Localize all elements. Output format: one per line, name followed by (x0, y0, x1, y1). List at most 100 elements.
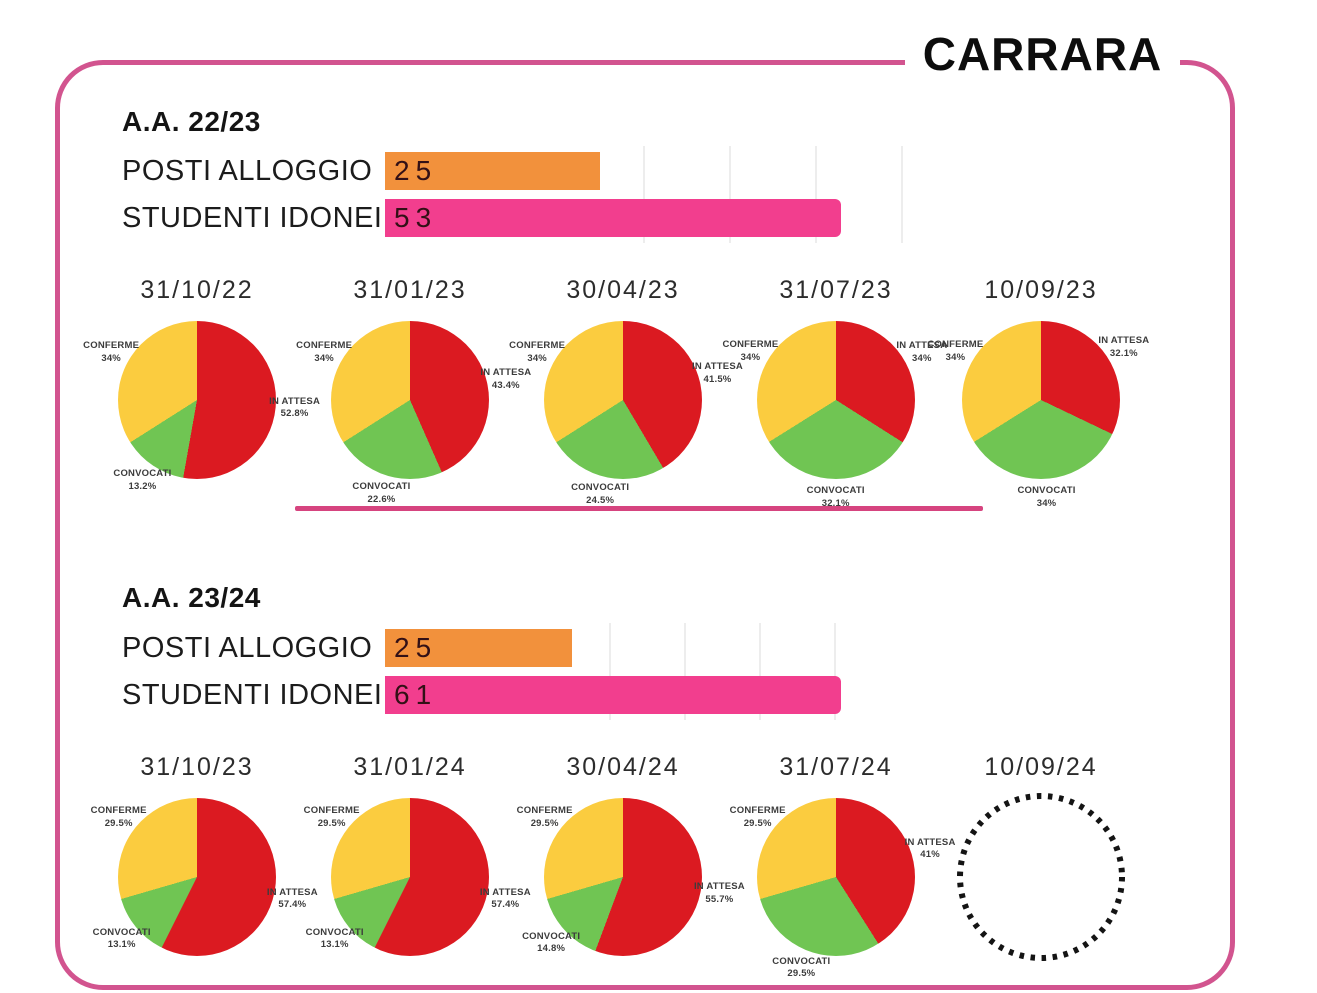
pie-chart (757, 321, 915, 479)
slice-percent: 34% (1036, 497, 1057, 509)
slice-name: IN ATTESA (269, 395, 321, 407)
slice-percent: 41% (920, 849, 940, 861)
empty-pie-placeholder (957, 793, 1125, 961)
section-divider (295, 506, 983, 511)
pie-slice-label: IN ATTESA 43.4% (480, 367, 531, 393)
slice-percent: 22.6% (367, 493, 396, 505)
slice-name: CONVOCATI (522, 930, 581, 942)
pie-slice-label: IN ATTESA 34% (896, 340, 947, 366)
axis-gridline (815, 146, 818, 243)
pie-date-label: 10/09/23 (984, 276, 1098, 304)
group-heading: A.A. 22/23 (122, 106, 261, 137)
pie-slice-label: CONFERME 34% (83, 340, 139, 366)
axis-gridline (901, 146, 904, 243)
pie-slice-label: CONVOCATI 22.6% (352, 481, 410, 507)
pie-date-label: 30/04/24 (566, 753, 680, 781)
slice-percent: 29.5% (530, 818, 559, 830)
slice-name: CONFERME (303, 805, 360, 817)
pie-slice-label: IN ATTESA 32.1% (1098, 335, 1149, 361)
pie-slice-label: IN ATTESA 41.5% (692, 361, 743, 387)
group-heading: A.A. 23/24 (122, 582, 261, 613)
slice-name: IN ATTESA (480, 367, 532, 379)
pie-slice-label: IN ATTESA 52.8% (269, 396, 320, 422)
slice-percent: 34% (740, 352, 761, 364)
axis-gridline (609, 623, 612, 720)
slice-name: CONFERME (83, 339, 140, 351)
pie-slice-label: CONVOCATI 32.1% (807, 485, 865, 511)
axis-gridline (643, 146, 646, 243)
pie-slice-label: IN ATTESA 57.4% (480, 887, 531, 913)
pie-slice-label: IN ATTESA 57.4% (267, 887, 318, 913)
pie-slice-label: CONFERME 34% (509, 340, 565, 366)
slice-percent: 43.4% (491, 379, 520, 391)
slice-percent: 41.5% (703, 374, 732, 386)
bar-category-label: STUDENTI IDONEI (122, 679, 383, 711)
pie-slice-label: IN ATTESA 41% (905, 837, 956, 863)
slice-name: CONFERME (927, 339, 984, 351)
pie-chart (118, 321, 276, 479)
axis-gridline (758, 623, 761, 720)
pie-slice-label: CONFERME 29.5% (304, 805, 360, 831)
bar-value: 25 (394, 155, 438, 186)
slice-name: CONFERME (729, 805, 786, 817)
slice-name: IN ATTESA (479, 886, 531, 898)
bar-category-label: POSTI ALLOGGIO (122, 155, 373, 187)
pie-date-label: 31/07/24 (779, 753, 893, 781)
pie-chart (544, 321, 702, 479)
pie-slice-label: CONFERME 29.5% (517, 805, 573, 831)
pie-slice-label: CONVOCATI 13.1% (306, 927, 364, 953)
slice-name: IN ATTESA (896, 339, 948, 351)
slice-percent: 34% (945, 352, 966, 364)
slice-name: CONVOCATI (113, 468, 172, 480)
slice-name: CONVOCATI (806, 485, 865, 497)
axis-gridline (729, 146, 732, 243)
slice-name: IN ATTESA (1098, 334, 1150, 346)
pie-slice-label: CONVOCATI 34% (1017, 485, 1075, 511)
slice-name: CONFERME (516, 805, 573, 817)
bar: 61 (385, 676, 841, 714)
slice-name: CONVOCATI (352, 480, 411, 492)
pie-date-label: 10/09/24 (984, 753, 1098, 781)
slice-name: CONVOCATI (92, 926, 151, 938)
slice-name: CONVOCATI (772, 955, 831, 967)
slice-percent: 34% (101, 352, 121, 364)
card (55, 60, 1235, 990)
slice-percent: 29.5% (317, 818, 346, 830)
pie-slice-label: CONFERME 34% (927, 339, 983, 365)
slice-percent: 29.5% (743, 818, 772, 830)
pie-slice-label: CONFERME 34% (296, 340, 352, 366)
slice-percent: 13.2% (128, 481, 157, 493)
slice-percent: 34% (527, 352, 547, 364)
bar: 53 (385, 199, 841, 237)
pie-chart (331, 321, 489, 479)
pie-slice-label: CONFERME 29.5% (91, 805, 147, 831)
slice-percent: 52.8% (280, 408, 309, 420)
pie-chart (544, 798, 702, 956)
slice-percent: 14.8% (537, 943, 566, 955)
pie-date-label: 31/01/23 (353, 276, 467, 304)
slice-percent: 55.7% (705, 894, 734, 906)
pie-chart (331, 798, 489, 956)
slice-name: CONFERME (90, 805, 147, 817)
pie-date-label: 31/10/23 (140, 753, 254, 781)
pie-slice-label: IN ATTESA 55.7% (694, 882, 745, 908)
bar-value: 25 (394, 632, 438, 663)
slice-percent: 13.1% (107, 939, 136, 951)
slice-name: IN ATTESA (692, 361, 743, 373)
slice-percent: 29.5% (104, 818, 133, 830)
bar: 25 (385, 629, 572, 667)
pie-slice-label: CONFERME 34% (722, 339, 778, 365)
slice-percent: 34% (912, 352, 932, 364)
bar-category-label: POSTI ALLOGGIO (122, 632, 373, 664)
slice-name: CONFERME (296, 339, 353, 351)
pie-date-label: 31/07/23 (779, 276, 893, 304)
pie-slice-label: CONVOCATI 13.2% (113, 469, 171, 495)
slice-name: CONVOCATI (1017, 484, 1076, 496)
pie-date-label: 31/10/22 (140, 276, 254, 304)
pie-slice-label: CONFERME 29.5% (730, 805, 786, 831)
slice-percent: 29.5% (787, 968, 816, 980)
slice-percent: 13.1% (320, 939, 349, 951)
bar: 25 (385, 152, 600, 190)
slice-name: CONFERME (509, 339, 566, 351)
